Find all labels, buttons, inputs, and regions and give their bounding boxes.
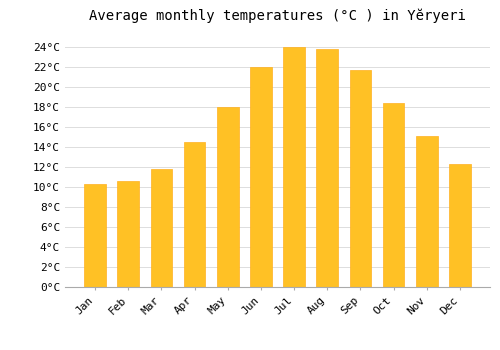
Bar [316,49,338,287]
Bar [350,70,371,287]
Bar [250,66,272,287]
Bar [284,47,305,287]
Bar [217,107,238,287]
Bar [150,169,172,287]
Bar [416,136,438,287]
Bar [118,181,139,287]
Bar [449,164,470,287]
Title: Average monthly temperatures (°C ) in Yĕryeri: Average monthly temperatures (°C ) in Yĕ… [89,9,466,23]
Bar [184,142,206,287]
Bar [383,103,404,287]
Bar [84,184,106,287]
